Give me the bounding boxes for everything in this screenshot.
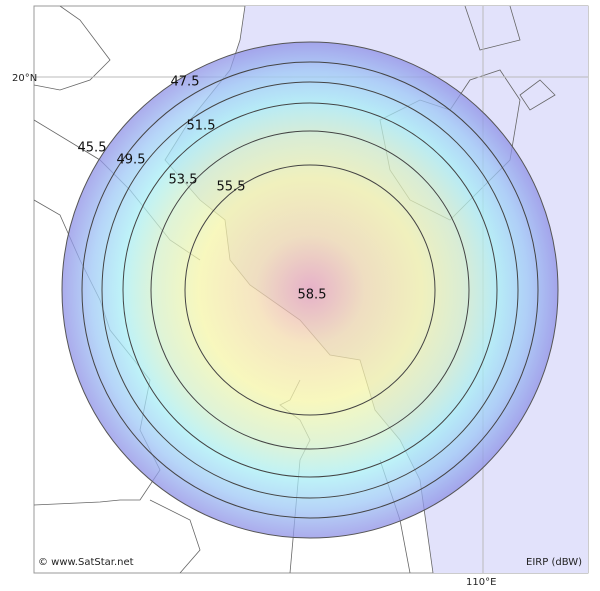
contour-ring: [122, 102, 498, 478]
beam-footprint: [61, 41, 559, 539]
contour-label: 47.5: [171, 75, 200, 90]
contour-ring: [101, 81, 519, 499]
credit: © www.SatStar.net: [38, 557, 134, 568]
contour-label: 53.5: [169, 173, 198, 188]
contour-label: 49.5: [117, 153, 146, 168]
contour-label: 51.5: [187, 119, 216, 134]
longitude-label: 110°E: [466, 577, 496, 588]
latitude-label: 20°N: [12, 73, 37, 84]
contour-label: 45.5: [78, 141, 107, 156]
contour-ring: [184, 164, 436, 416]
unit-label: EIRP (dBW): [526, 557, 582, 568]
contour-ring: [150, 130, 470, 450]
peak-label: 58.5: [298, 288, 327, 303]
contour-ring: [81, 61, 539, 519]
contour-label: 55.5: [217, 180, 246, 195]
